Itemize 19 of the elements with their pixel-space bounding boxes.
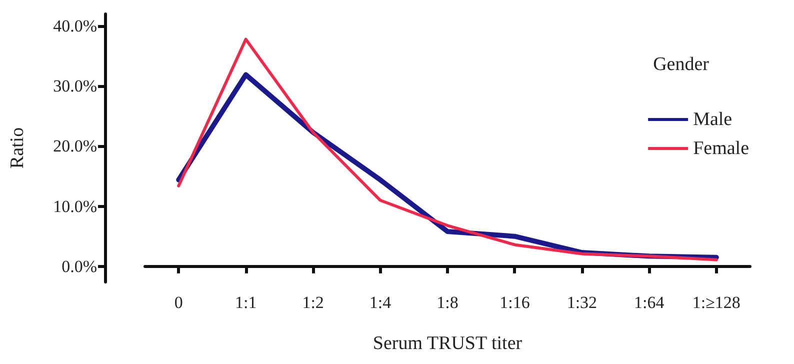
y-tick-label: 10.0% [53,196,97,216]
x-tick-label: 1:≥128 [692,293,740,312]
y-axis-title: Ratio [7,127,28,169]
x-tick-label: 0 [174,293,183,312]
x-tick-label: 1:4 [369,293,392,312]
legend-label: Male [693,109,732,130]
y-tick-label: 30.0% [53,76,97,96]
x-tick-label: 1:2 [302,293,324,312]
legend-label: Female [693,138,750,159]
y-tick-label: 20.0% [53,136,97,156]
x-tick-label: 1:64 [634,293,665,312]
x-tick-label: 1:16 [500,293,530,312]
x-axis-title: Serum TRUST titer [372,333,523,354]
x-tick-label: 1:1 [234,293,257,312]
y-tick-label: 0.0% [62,256,97,276]
legend-title: Gender [653,54,710,75]
x-tick-label: 1:32 [566,293,598,312]
y-tick-label: 40.0% [53,16,97,36]
x-tick-label: 1:8 [436,293,458,312]
